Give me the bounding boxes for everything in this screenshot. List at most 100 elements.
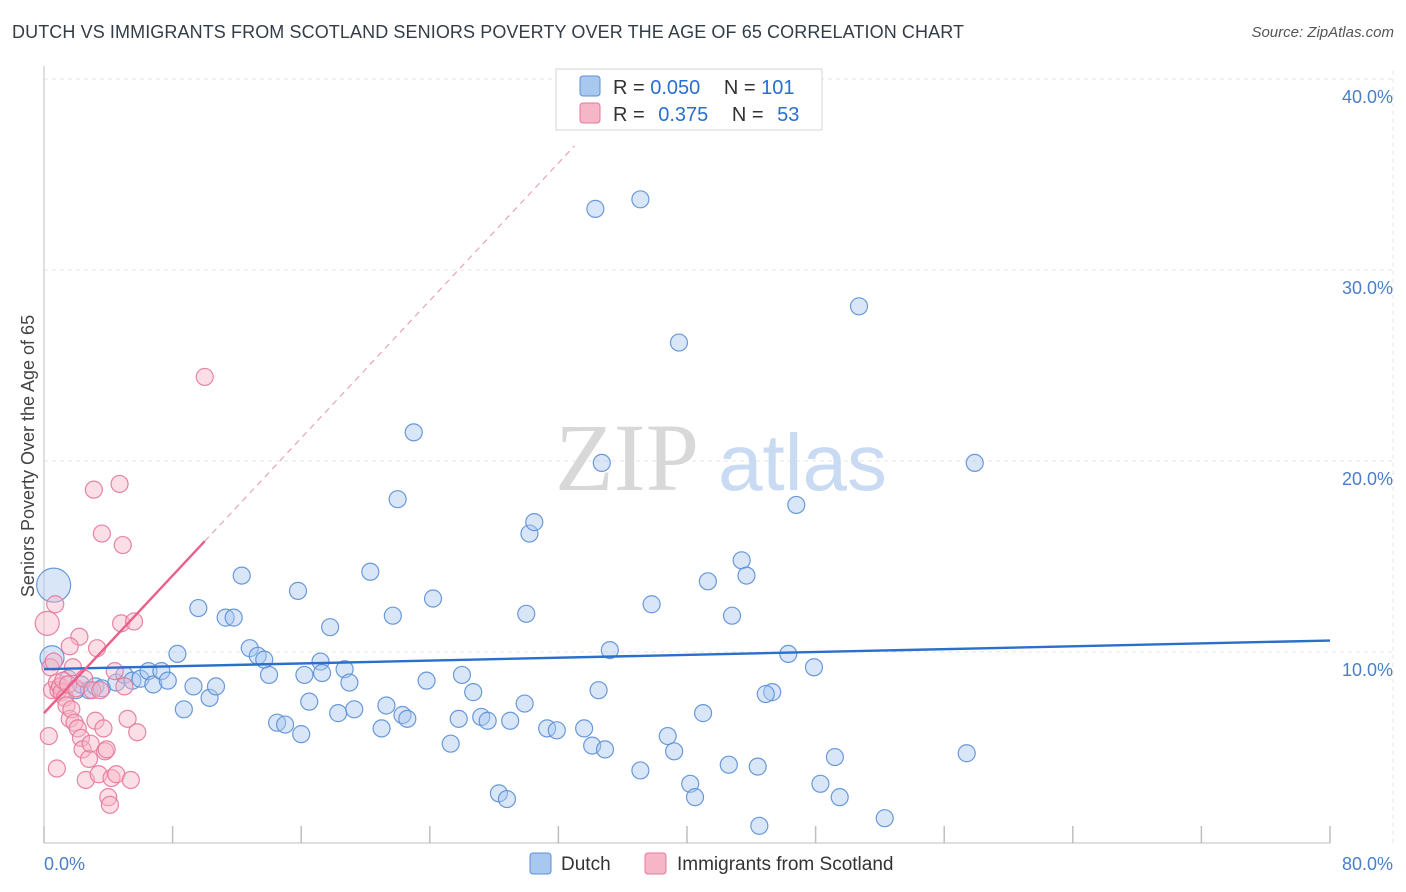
dutch-point-31 [288, 581, 308, 600]
dutch-point-90 [804, 658, 824, 677]
dutch-point-50 [423, 589, 443, 608]
dutch-point-75 [669, 333, 689, 352]
scotland-point-32 [92, 524, 111, 543]
scotland-trend-extension-line [204, 145, 575, 542]
scotland-point-27 [84, 480, 103, 499]
chart-title: DUTCH VS IMMIGRANTS FROM SCOTLAND SENIOR… [12, 22, 965, 42]
dutch-point-41 [345, 700, 364, 719]
dutch-point-36 [312, 663, 332, 683]
dutch-point-97 [965, 453, 984, 473]
dutch-point-61 [520, 524, 539, 543]
y-axis-label: Seniors Poverty Over the Age of 65 [18, 315, 38, 597]
dutch-point-60 [515, 694, 534, 713]
y-tick-label-1: 20.0% [1342, 469, 1393, 489]
scotland-point-8 [52, 683, 71, 702]
dutch-point-86 [763, 683, 782, 702]
dutch-point-82 [732, 551, 751, 570]
dutch-point-58 [497, 789, 517, 809]
dutch-point-68 [595, 740, 615, 759]
scotland-point-46 [121, 770, 140, 790]
legend-dutch-n-value: 101 [761, 77, 794, 99]
axes [43, 66, 1331, 844]
scotland-point-20 [71, 728, 91, 748]
scotland-point-49 [39, 726, 58, 746]
dutch-point-80 [719, 755, 738, 774]
bottom-legend-dutch: Dutch [561, 854, 611, 875]
scotland-point-18 [68, 719, 87, 738]
x-tick-label-max: 80.0% [1342, 854, 1393, 874]
dutch-point-20 [200, 688, 219, 707]
scotland-point-51 [60, 637, 79, 656]
dutch-point-93 [830, 788, 849, 807]
scotland-point-41 [110, 474, 129, 494]
dutch-point-32 [292, 725, 311, 744]
dutch-trend-line [43, 639, 1331, 671]
dutch-point-23 [224, 608, 243, 627]
scotland-point-50 [47, 759, 66, 778]
dutch-point-24 [232, 566, 251, 585]
scotland-point-52 [195, 367, 214, 387]
watermark-atlas: atlas [718, 418, 887, 507]
dutch-point-48 [404, 423, 423, 442]
dutch-point-54 [464, 683, 483, 702]
legend-swatch-scotland [579, 102, 601, 124]
dutch-point-51 [441, 734, 460, 753]
dutch-point-99 [631, 190, 650, 209]
dutch-point-94 [849, 297, 869, 316]
dutch-point-59 [501, 711, 520, 730]
legend-box: R = 0.050 N = 101 R = 0.375 N = 53 [555, 68, 823, 131]
bottom-legend: Dutch Immigrants from Scotland [529, 852, 893, 875]
legend-scotland-r-value: 0.375 [658, 104, 708, 126]
x-tick-label-min: 0.0% [44, 854, 85, 874]
scotland-points [34, 367, 214, 814]
scotland-point-24 [79, 749, 99, 769]
bottom-legend-swatch-scotland [644, 852, 667, 875]
scotland-point-35 [97, 740, 116, 759]
dutch-point-67 [575, 719, 594, 738]
dutch-point-16 [168, 644, 187, 664]
dutch-point-98 [586, 199, 605, 218]
dutch-point-77 [685, 788, 705, 807]
scotland-point-36 [99, 788, 118, 807]
dutch-point-79 [698, 572, 717, 591]
bottom-legend-swatch-dutch [529, 852, 552, 875]
dutch-point-43 [372, 719, 391, 738]
dutch-point-45 [383, 606, 402, 625]
legend-scotland-r-label: R = [613, 104, 650, 126]
trend-lines [43, 540, 1331, 714]
dutch-point-34 [300, 692, 319, 711]
dutch-point-84 [748, 757, 767, 776]
dutch-point-13 [144, 675, 163, 694]
scotland-point-44 [115, 677, 134, 696]
dutch-point-33 [295, 665, 314, 685]
scotland-point-3 [44, 652, 63, 671]
dutch-point-30 [276, 715, 295, 734]
scotland-point-19 [70, 627, 89, 646]
legend-dutch-r-label: R = [613, 77, 650, 99]
scotland-point-4 [46, 595, 65, 614]
scotland-point-16 [65, 713, 84, 732]
legend-scotland-n-label: N = [732, 104, 769, 126]
scotland-point-45 [118, 709, 137, 728]
dutch-point-92 [825, 747, 844, 767]
dutch-point-42 [361, 562, 380, 581]
legend-dutch-n-label: N = [724, 77, 761, 99]
dutch-point-76 [681, 774, 700, 793]
scotland-point-37 [100, 795, 120, 814]
dutch-point-15 [158, 671, 177, 690]
dutch-point-87 [756, 684, 775, 704]
dutch-point-101 [388, 490, 407, 509]
dutch-point-74 [665, 742, 684, 761]
dutch-point-39 [335, 660, 354, 679]
dutch-point-47 [398, 709, 417, 728]
dutch-point-56 [478, 711, 497, 730]
dutch-point-85 [750, 816, 769, 835]
legend-dutch-r-value: 0.050 [650, 77, 700, 99]
scotland-point-43 [113, 535, 132, 555]
y-tick-label-3: 40.0% [1342, 87, 1393, 107]
dutch-point-62 [525, 513, 544, 532]
scotland-point-47 [124, 612, 144, 631]
dutch-point-89 [787, 495, 806, 515]
dutch-point-70 [600, 640, 619, 660]
dutch-point-37 [321, 618, 340, 637]
